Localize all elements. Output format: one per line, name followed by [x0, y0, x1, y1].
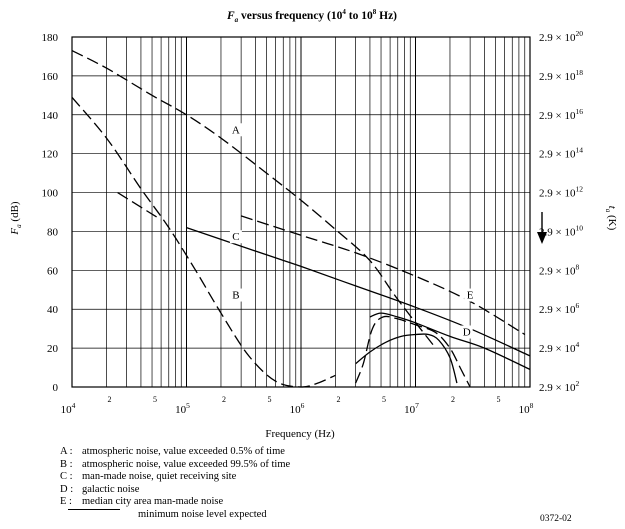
curve-label-bg: [229, 123, 242, 137]
legend-text: galactic noise: [82, 483, 140, 495]
ylabel-left-unit: (dB): [9, 201, 21, 222]
y-tick-label: 120: [42, 149, 59, 161]
axis-labels: 0 20 40 60 80 100 120 140 160 180 2.9 × 102 2.9 × 1…: [42, 29, 584, 416]
curve-label-bg: [229, 288, 242, 302]
ylabel-right-sub: a: [604, 209, 612, 213]
right-axis-arrow: [537, 212, 547, 244]
title-main: versus frequency (10: [241, 10, 343, 22]
ylabel-left-symbol: F: [9, 228, 21, 236]
ylabel-right-unit: (K): [606, 215, 618, 231]
plot-border: [71, 36, 531, 388]
curve-b-upper-band: [354, 315, 471, 388]
x-tick-label: 108: [519, 401, 534, 416]
y-right-tick-label: 2.9 × 106: [539, 301, 579, 316]
x-minor-tick-label: 5: [497, 395, 501, 404]
legend: A : atmospheric noise, value exceeded 0.…: [60, 446, 530, 521]
title-exp2: 8: [373, 8, 377, 16]
ylabel-right-symbol: t: [606, 206, 618, 210]
y-right-tick-label: 2.9 × 1014: [539, 146, 583, 161]
x-tick-label: 106: [290, 401, 305, 416]
x-tick-label: 104: [61, 401, 76, 416]
legend-item: E : median city area man-made noise: [60, 496, 530, 509]
x-axis-label: Frequency (Hz): [265, 428, 335, 440]
title-end: Hz): [376, 10, 397, 22]
legend-item: C : man-made noise, quiet receiving site: [60, 471, 530, 484]
x-minor-tick-label: 2: [222, 395, 226, 404]
legend-text: atmospheric noise, value exceeded 0.5% o…: [82, 446, 285, 457]
curve-e: [117, 192, 162, 221]
y-right-tick-label: 2.9 × 108: [539, 262, 579, 277]
x-minor-tick-label: 2: [451, 395, 455, 404]
legend-text: atmospheric noise, value exceeded 99.5% …: [82, 458, 291, 470]
y-right-tick-label: 2.9 × 1016: [539, 107, 583, 122]
legend-solid-line: [68, 508, 120, 510]
y-tick-label: 40: [47, 304, 59, 316]
curve-label-bg: [464, 288, 477, 302]
y-right-tick-label: 2.9 × 1012: [539, 185, 583, 200]
y-tick-label: 80: [47, 226, 59, 238]
y-axis-label-right: ta (K): [604, 206, 618, 231]
grid: [72, 37, 530, 387]
x-minor-tick-label: 5: [382, 395, 386, 404]
curve-e: [240, 215, 526, 336]
legend-key: B :: [60, 458, 73, 470]
legend-item: A : atmospheric noise, value exceeded 0.…: [60, 446, 530, 459]
legend-item-line: minimum noise level expected: [68, 508, 530, 522]
y-tick-label: 180: [42, 32, 59, 44]
x-minor-tick-label: 5: [153, 395, 157, 404]
y-tick-label: 140: [42, 110, 59, 122]
curve-a: [71, 50, 437, 349]
curve-d: [355, 333, 458, 384]
legend-key: A :: [60, 446, 73, 457]
y-axis-label-left: Fa (dB): [9, 201, 23, 235]
curve-label: D: [463, 327, 471, 339]
legend-item: D : galactic noise: [60, 484, 530, 497]
x-minor-tick-label: 2: [336, 395, 340, 404]
y-tick-label: 20: [47, 343, 59, 355]
x-tick-label: 105: [175, 401, 190, 416]
legend-item: B : atmospheric noise, value exceeded 99…: [60, 459, 530, 472]
y-tick-label: 0: [53, 382, 59, 394]
y-right-tick-label: 2.9 × 1010: [539, 223, 583, 238]
legend-text: man-made noise, quiet receiving site: [82, 471, 237, 482]
y-right-tick-label: 2.9 × 104: [539, 340, 579, 355]
curve-label: B: [232, 290, 239, 302]
curve-label: A: [232, 124, 240, 136]
curve-label-bg: [229, 230, 242, 244]
legend-key: D :: [60, 483, 74, 495]
y-tick-label: 60: [47, 265, 59, 277]
chart-title: Fa versus frequency (104 to 108 Hz): [226, 8, 397, 24]
title-mid: to 10: [346, 10, 373, 22]
x-minor-tick-label: 5: [268, 395, 272, 404]
y-right-tick-label: 2.9 × 1018: [539, 68, 583, 83]
x-tick-label: 107: [404, 401, 419, 416]
figure-reference: 0372-02: [540, 514, 572, 524]
curve-label: E: [467, 290, 474, 302]
ylabel-left-sub: a: [15, 224, 23, 228]
plot-frame: [71, 36, 531, 388]
y-right-tick-label: 2.9 × 1020: [539, 29, 583, 44]
legend-key: C :: [60, 471, 73, 482]
y-right-tick-label: 2.9 × 102: [539, 379, 579, 394]
y-tick-label: 100: [42, 188, 59, 200]
title-symbol: F: [226, 10, 235, 22]
curve-label-bg: [460, 325, 473, 339]
curve-d-minimum-level: [369, 312, 531, 371]
title-symbol-sub: a: [235, 16, 239, 24]
y-tick-label: 160: [42, 71, 59, 83]
legend-line-text: minimum noise level expected: [138, 508, 267, 520]
legend-key: E :: [60, 496, 72, 507]
legend-text: median city area man-made noise: [82, 496, 224, 507]
curve-label: C: [232, 231, 239, 243]
title-exp1: 4: [342, 8, 346, 16]
x-minor-tick-label: 2: [107, 395, 111, 404]
